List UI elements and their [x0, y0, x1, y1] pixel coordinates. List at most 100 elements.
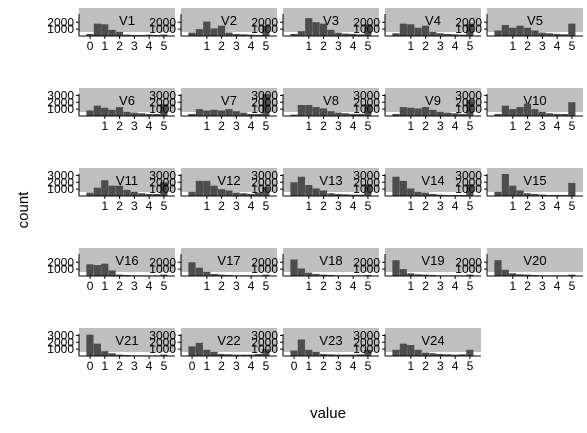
histogram-bar — [93, 23, 101, 36]
histogram-bar — [501, 105, 509, 116]
histogram-bar — [145, 113, 153, 116]
x-tick-label: 1 — [408, 199, 415, 213]
histogram-bar — [364, 184, 372, 196]
x-tick-label: 5 — [467, 279, 474, 293]
histogram-bar — [466, 274, 474, 276]
facet-strip — [283, 8, 379, 32]
x-tick-label: 2 — [320, 119, 327, 133]
facet-label: V11 — [116, 173, 138, 188]
histogram-bar — [553, 194, 561, 196]
x-tick-label: 2 — [218, 39, 225, 53]
y-tick-label: 1000 — [353, 182, 380, 196]
y-tick-label: 2000 — [251, 335, 278, 349]
x-tick-label: 5 — [467, 359, 474, 373]
y-tick-label: 1000 — [149, 22, 176, 36]
x-tick-label: 2 — [116, 199, 123, 213]
histogram-bar — [516, 107, 524, 116]
facet-label: V24 — [421, 333, 444, 348]
histogram-bar — [225, 354, 233, 356]
histogram-bar — [421, 352, 430, 356]
histogram-bar — [254, 34, 263, 36]
x-tick-label: 3 — [335, 359, 342, 373]
histogram-bar — [130, 112, 138, 116]
histogram-bar — [444, 194, 452, 196]
histogram-bar — [225, 190, 233, 196]
histogram-bar — [407, 107, 415, 116]
histogram-bar — [262, 187, 270, 196]
facet-label: V1 — [119, 13, 135, 28]
histogram-bar — [516, 25, 524, 36]
y-tick-label: 2000 — [455, 175, 482, 189]
y-tick-label: 3000 — [455, 168, 482, 182]
x-tick-label: 3 — [233, 359, 240, 373]
x-tick-label: 5 — [263, 39, 270, 53]
x-tick-label: 5 — [365, 279, 372, 293]
histogram-bar — [240, 354, 248, 356]
x-tick-label: 2 — [320, 359, 327, 373]
histogram-bar — [290, 114, 298, 116]
x-tick-label: 4 — [350, 199, 357, 213]
histogram-bar — [546, 194, 554, 196]
histogram-bar — [232, 192, 240, 196]
y-tick-label: 1000 — [353, 342, 380, 356]
histogram-bar — [546, 113, 554, 116]
histogram-bar — [108, 29, 116, 36]
x-tick-label: 1 — [306, 199, 313, 213]
facet-label: V16 — [115, 253, 138, 268]
x-tick-label: 4 — [350, 119, 357, 133]
x-tick-label: 4 — [146, 119, 153, 133]
x-tick-label: 3 — [539, 119, 546, 133]
x-tick-label: 5 — [263, 199, 270, 213]
histogram-bar — [188, 346, 196, 356]
histogram-bar — [225, 274, 233, 276]
y-tick-label: 3000 — [47, 328, 74, 342]
histogram-bar — [444, 112, 452, 116]
x-tick-label: 5 — [161, 119, 168, 133]
histogram-bar — [145, 193, 153, 196]
y-tick-label: 2000 — [353, 95, 380, 109]
histogram-bar — [444, 354, 452, 356]
histogram-bar — [560, 34, 569, 36]
x-tick-label: 4 — [554, 279, 561, 293]
x-tick-label: 5 — [263, 119, 270, 133]
y-tick-label: 2000 — [353, 255, 380, 269]
histogram-bar — [145, 34, 153, 36]
histogram-bar — [305, 349, 313, 356]
x-tick-label: 4 — [248, 279, 255, 293]
x-tick-label: 2 — [320, 279, 327, 293]
histogram-bar — [115, 354, 124, 356]
x-tick-label: 3 — [233, 119, 240, 133]
histogram-bar — [560, 113, 569, 116]
y-tick-label: 1000 — [47, 182, 74, 196]
x-tick-label: 2 — [218, 119, 225, 133]
x-tick-label: 1 — [204, 199, 211, 213]
x-tick-label: 5 — [161, 39, 168, 53]
histogram-bar — [349, 113, 357, 116]
histogram-bar — [93, 187, 101, 196]
facet-label: V12 — [217, 173, 240, 188]
histogram-bar — [195, 109, 203, 116]
histogram-bar — [538, 111, 546, 116]
histogram-bar — [160, 182, 168, 196]
histogram-bar — [210, 273, 218, 276]
histogram-bar — [203, 349, 211, 356]
histogram-bar — [247, 34, 255, 36]
histogram-bar — [568, 102, 576, 116]
y-tick-label: 1000 — [455, 102, 482, 116]
facet-label: V8 — [323, 93, 339, 108]
histogram-bar — [356, 354, 365, 356]
histogram-bar — [254, 192, 263, 196]
histogram-bar — [115, 107, 124, 116]
histogram-bar — [101, 351, 109, 356]
y-tick-label: 1000 — [149, 342, 176, 356]
x-tick-label: 4 — [248, 39, 255, 53]
histogram-bar — [152, 193, 161, 196]
histogram-bar — [436, 194, 444, 196]
x-tick-label: 0 — [87, 359, 94, 373]
x-tick-label: 3 — [335, 279, 342, 293]
x-tick-label: 1 — [408, 279, 415, 293]
histogram-bar — [108, 353, 116, 356]
